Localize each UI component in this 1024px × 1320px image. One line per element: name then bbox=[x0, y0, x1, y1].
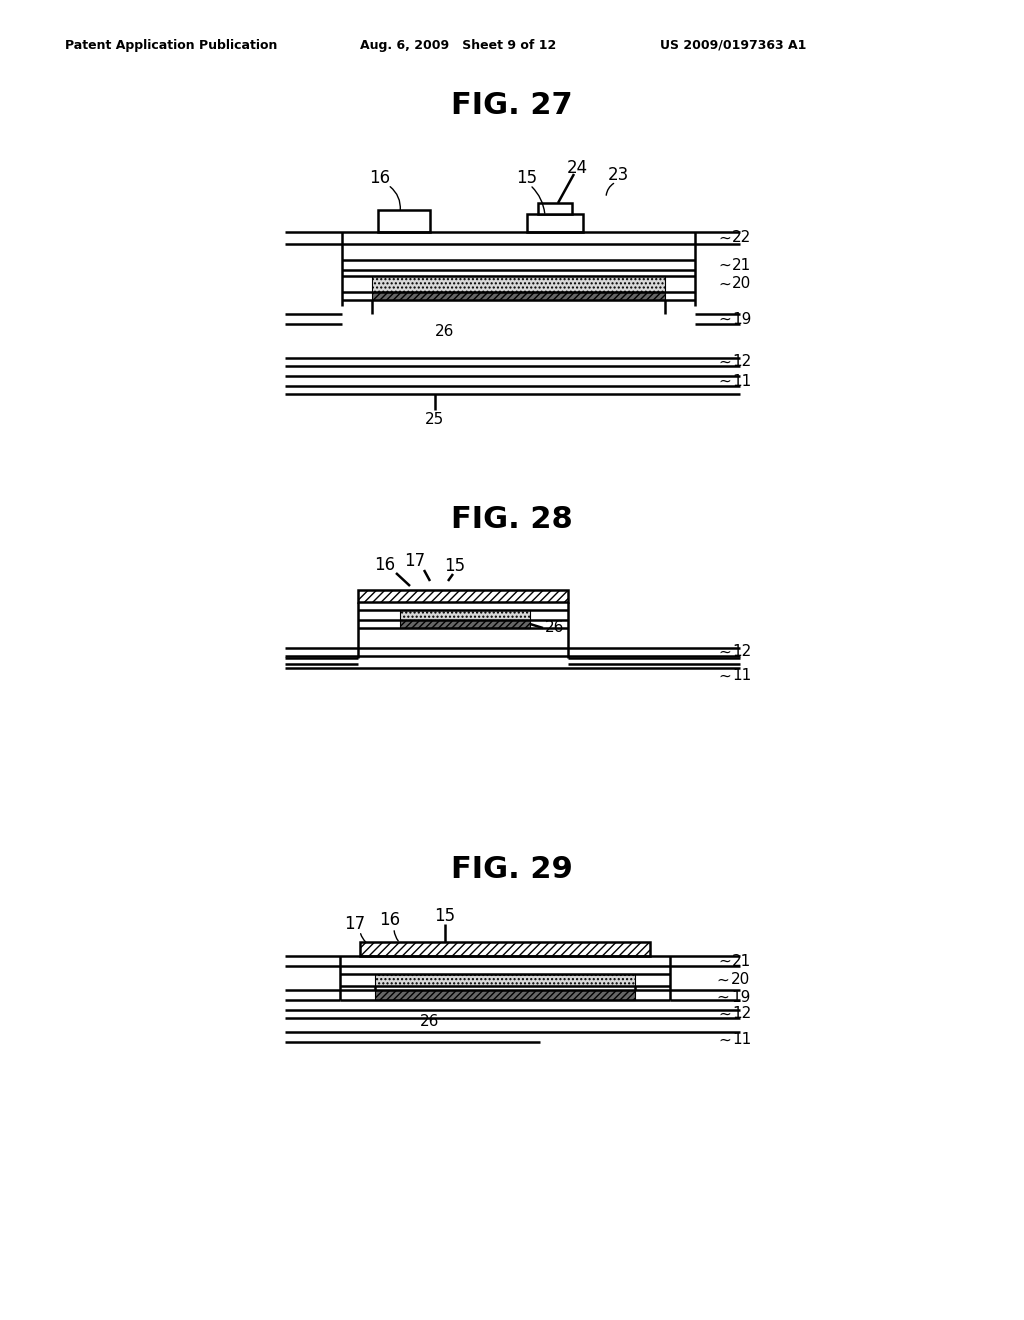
Text: 21: 21 bbox=[732, 257, 752, 272]
Bar bbox=[538, 203, 572, 214]
Text: 11: 11 bbox=[732, 668, 752, 684]
Bar bbox=[360, 942, 650, 956]
Text: 11: 11 bbox=[732, 374, 752, 388]
Text: 24: 24 bbox=[566, 158, 588, 177]
Text: ~: ~ bbox=[718, 312, 731, 326]
Text: 25: 25 bbox=[425, 412, 444, 428]
Text: 12: 12 bbox=[732, 644, 752, 660]
Text: ~: ~ bbox=[718, 374, 731, 388]
Text: 26: 26 bbox=[420, 1015, 439, 1030]
Text: 16: 16 bbox=[370, 169, 390, 187]
Bar bbox=[400, 620, 530, 628]
Text: 17: 17 bbox=[344, 915, 366, 933]
Bar bbox=[372, 276, 665, 292]
Bar bbox=[358, 590, 568, 602]
Bar bbox=[400, 610, 530, 620]
Bar bbox=[378, 210, 430, 232]
Text: ~: ~ bbox=[718, 257, 731, 272]
Text: ~: ~ bbox=[718, 231, 731, 246]
Text: 22: 22 bbox=[732, 231, 752, 246]
Text: 23: 23 bbox=[607, 166, 629, 183]
Text: 15: 15 bbox=[434, 907, 456, 925]
Text: ~: ~ bbox=[718, 668, 731, 684]
Text: Patent Application Publication: Patent Application Publication bbox=[65, 38, 278, 51]
Text: 15: 15 bbox=[516, 169, 538, 187]
Text: 21: 21 bbox=[732, 953, 752, 969]
Text: ~: ~ bbox=[716, 973, 729, 987]
Text: 19: 19 bbox=[731, 990, 751, 1005]
Text: FIG. 28: FIG. 28 bbox=[452, 506, 572, 535]
Text: 26: 26 bbox=[435, 325, 455, 339]
Text: ~: ~ bbox=[716, 990, 729, 1005]
Bar bbox=[375, 990, 635, 1001]
Text: FIG. 27: FIG. 27 bbox=[452, 91, 572, 120]
Text: 19: 19 bbox=[732, 312, 752, 326]
Text: 26: 26 bbox=[545, 620, 564, 635]
Text: ~: ~ bbox=[718, 953, 731, 969]
Bar bbox=[372, 292, 665, 300]
Bar bbox=[527, 214, 583, 232]
Text: FIG. 29: FIG. 29 bbox=[451, 855, 573, 884]
Text: ~: ~ bbox=[718, 276, 731, 292]
Text: ~: ~ bbox=[718, 644, 731, 660]
Text: 20: 20 bbox=[732, 276, 752, 292]
Text: 20: 20 bbox=[731, 973, 751, 987]
Text: ~: ~ bbox=[718, 355, 731, 370]
Text: 17: 17 bbox=[404, 552, 426, 570]
Text: 12: 12 bbox=[732, 1006, 752, 1022]
Bar bbox=[375, 974, 635, 986]
Text: Aug. 6, 2009   Sheet 9 of 12: Aug. 6, 2009 Sheet 9 of 12 bbox=[360, 38, 556, 51]
Text: US 2009/0197363 A1: US 2009/0197363 A1 bbox=[660, 38, 806, 51]
Text: 16: 16 bbox=[375, 556, 395, 574]
Text: ~: ~ bbox=[718, 1006, 731, 1022]
Text: 12: 12 bbox=[732, 355, 752, 370]
Text: 16: 16 bbox=[380, 911, 400, 929]
Text: 15: 15 bbox=[444, 557, 466, 576]
Text: ~: ~ bbox=[718, 1032, 731, 1048]
Text: 11: 11 bbox=[732, 1032, 752, 1048]
